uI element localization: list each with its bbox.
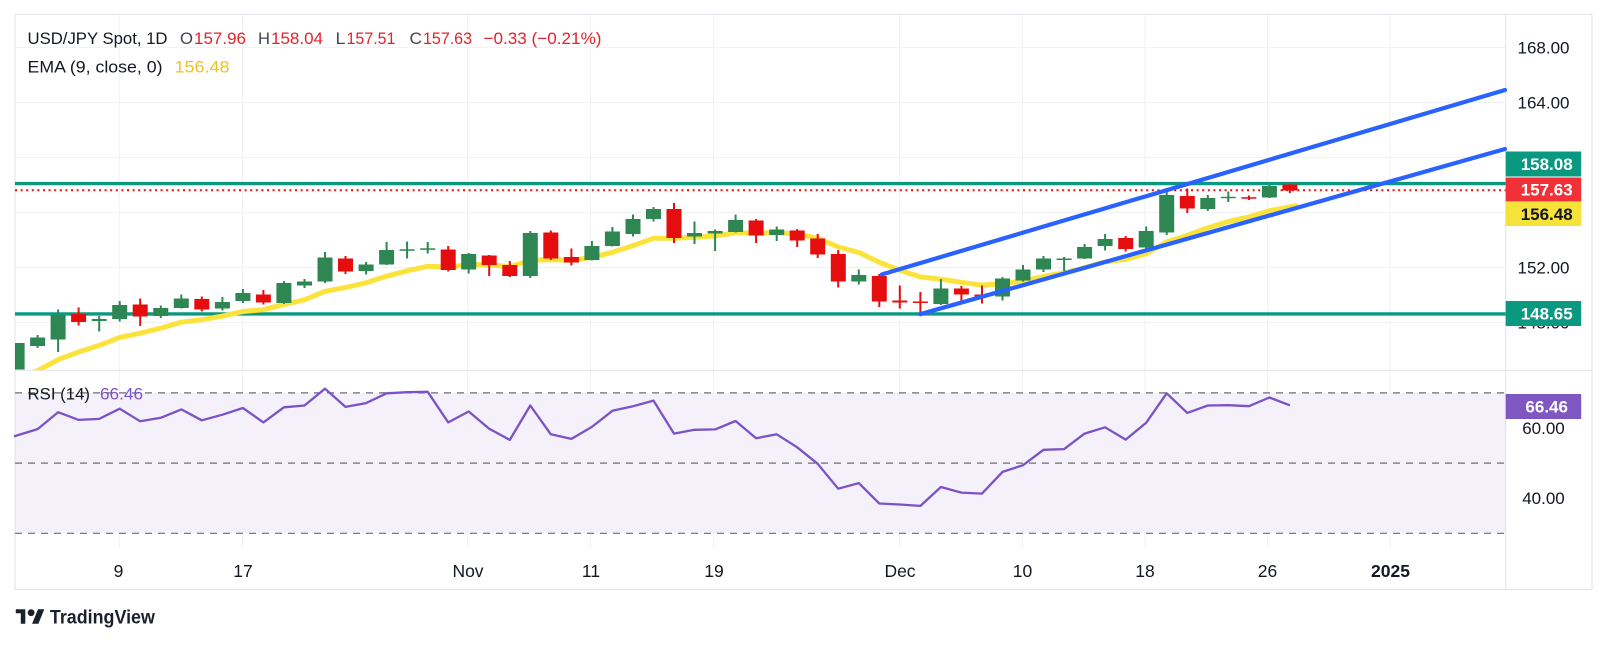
svg-text:156.48: 156.48	[1521, 205, 1573, 224]
svg-text:−0.33 (−0.21%): −0.33 (−0.21%)	[484, 29, 602, 48]
svg-text:EMA (9, close, 0): EMA (9, close, 0)	[28, 58, 163, 77]
svg-text:C: C	[410, 29, 423, 48]
svg-text:2025: 2025	[1371, 561, 1410, 581]
svg-text:164.00: 164.00	[1518, 94, 1570, 113]
svg-text:9: 9	[114, 561, 124, 581]
svg-text:Dec: Dec	[884, 561, 915, 581]
svg-text:18: 18	[1135, 561, 1154, 581]
svg-text:60.00: 60.00	[1522, 419, 1565, 438]
svg-text:17: 17	[233, 561, 252, 581]
svg-text:148.65: 148.65	[1521, 305, 1573, 324]
svg-text:11: 11	[582, 561, 600, 581]
svg-text:66.46: 66.46	[1525, 398, 1568, 417]
svg-text:156.48: 156.48	[175, 58, 230, 77]
svg-text:157.63: 157.63	[1521, 181, 1573, 200]
svg-text:66.46: 66.46	[100, 385, 143, 404]
svg-text:TradingView: TradingView	[50, 607, 155, 628]
svg-text:10: 10	[1013, 561, 1033, 581]
svg-text:158.08: 158.08	[1521, 155, 1573, 174]
svg-text:RSI (14): RSI (14)	[28, 385, 91, 404]
svg-text:152.00: 152.00	[1518, 259, 1570, 278]
svg-text:USD/JPY Spot, 1D: USD/JPY Spot, 1D	[28, 29, 168, 48]
svg-text:157.51: 157.51	[347, 29, 396, 48]
svg-text:Nov: Nov	[452, 561, 483, 581]
svg-text:40.00: 40.00	[1522, 489, 1565, 508]
svg-text:O: O	[180, 29, 193, 48]
svg-text:158.04: 158.04	[271, 29, 323, 48]
svg-text:H: H	[258, 29, 270, 48]
svg-text:157.63: 157.63	[423, 29, 472, 48]
svg-text:26: 26	[1258, 561, 1277, 581]
svg-text:168.00: 168.00	[1518, 39, 1570, 58]
svg-text:19: 19	[704, 561, 723, 581]
svg-text:157.96: 157.96	[194, 29, 246, 48]
svg-text:L: L	[336, 29, 346, 48]
